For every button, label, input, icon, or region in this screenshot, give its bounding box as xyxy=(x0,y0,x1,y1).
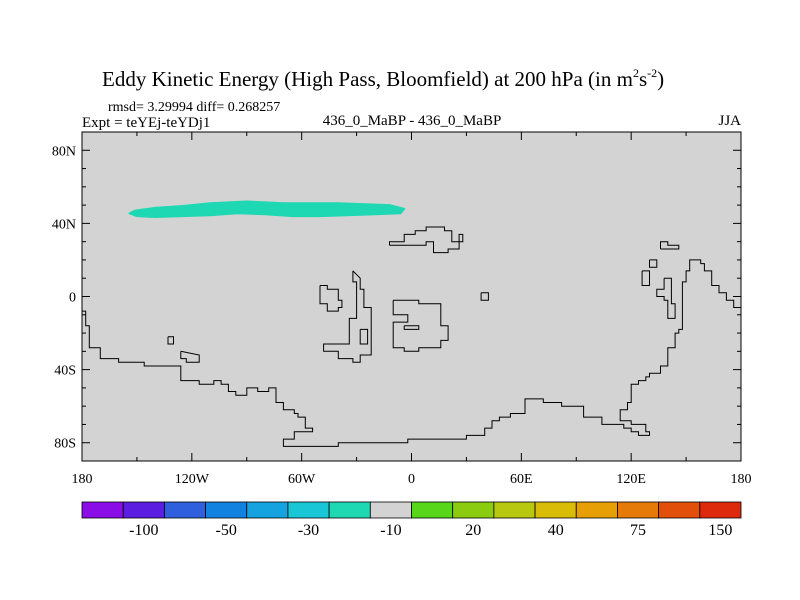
colorbar-swatch-9 xyxy=(452,501,495,519)
coastline-3 xyxy=(319,285,343,312)
expt-label: Expt = teYEj-teYDj1 xyxy=(82,115,210,131)
x-tick-label-4: 60E xyxy=(510,472,533,487)
coastline-5 xyxy=(359,328,369,345)
colorbar-swatch-8 xyxy=(411,501,454,519)
x-tick-label-6: 180 xyxy=(731,472,752,487)
anomaly-region-0 xyxy=(128,200,406,218)
colorbar-swatch-1 xyxy=(122,501,165,519)
colorbar-swatch-15 xyxy=(699,501,742,519)
coastline-8 xyxy=(389,226,464,254)
coastline-4 xyxy=(323,270,372,363)
coastline-13 xyxy=(660,241,680,250)
colorbar-swatch-6 xyxy=(328,501,371,519)
colorbar-label-5: 40 xyxy=(548,522,564,539)
colorbar-swatch-0 xyxy=(81,501,124,519)
x-tick-labels: 180 120W 60W 0 60E 120E 180 xyxy=(72,472,752,487)
colorbar-swatch-11 xyxy=(534,501,577,519)
title-m-exponent: 2 xyxy=(633,66,639,80)
colorbar-swatch-7 xyxy=(369,501,412,519)
y-tick-label-3: 40S xyxy=(54,364,76,379)
y-tick-label-2: 0 xyxy=(69,291,76,306)
coastline-1 xyxy=(167,336,174,345)
colorbar-label-2: -30 xyxy=(298,522,319,539)
colorbar-swatch-5 xyxy=(287,501,330,519)
coastline-9 xyxy=(480,292,489,301)
coastline-7 xyxy=(403,325,420,330)
colorbar-swatch-13 xyxy=(617,501,660,519)
colorbar-label-1: -50 xyxy=(216,522,237,539)
y-tick-label-1: 40N xyxy=(52,217,76,232)
y-tick-label-4: 80S xyxy=(54,437,76,452)
colorbar-swatch-14 xyxy=(658,501,701,519)
colorbar-swatch-10 xyxy=(493,501,536,519)
plot-background xyxy=(82,132,741,461)
colorbar-label-6: 75 xyxy=(630,522,646,539)
colorbar-label-3: -10 xyxy=(380,522,401,539)
center-label: 436_0_MaBP - 436_0_MaBP xyxy=(323,113,502,129)
y-tick-labels: 80N 40N 0 40S 80S xyxy=(52,144,76,451)
coastline-11 xyxy=(649,259,658,268)
anomaly-regions xyxy=(128,200,406,218)
axis-ticks xyxy=(81,131,742,462)
coastline-12 xyxy=(656,277,676,319)
chart-title: Eddy Kinetic Energy (High Pass, Bloomfie… xyxy=(102,66,664,91)
coastlines xyxy=(82,226,741,447)
coastline-6 xyxy=(392,299,449,352)
coastline-10 xyxy=(641,270,650,286)
y-tick-label-0: 80N xyxy=(52,144,76,159)
stats-label: rmsd= 3.29994 diff= 0.268257 xyxy=(108,100,280,115)
colorbar-swatch-2 xyxy=(163,501,206,519)
title-close-paren: ) xyxy=(657,67,664,91)
title-s-unit: s xyxy=(639,67,647,91)
colorbar-labels: -100 -50 -30 -10 20 40 75 150 xyxy=(129,522,732,539)
colorbar-label-4: 20 xyxy=(465,522,481,539)
colorbar-swatch-3 xyxy=(205,501,248,519)
colorbar-swatch-4 xyxy=(246,501,289,519)
x-tick-label-3: 0 xyxy=(408,472,415,487)
title-s-exponent: -2 xyxy=(647,66,657,80)
colorbar xyxy=(81,501,742,519)
colorbar-label-7: 150 xyxy=(708,522,732,539)
chart-title-text: Eddy Kinetic Energy (High Pass, Bloomfie… xyxy=(102,67,633,91)
coastline-0 xyxy=(82,259,741,447)
x-tick-label-1: 120W xyxy=(175,472,210,487)
x-tick-label-5: 120E xyxy=(616,472,646,487)
season-label: JJA xyxy=(718,113,741,129)
coastline-2 xyxy=(180,350,200,363)
colorbar-swatch-12 xyxy=(575,501,618,519)
x-tick-label-2: 60W xyxy=(288,472,316,487)
x-tick-label-0: 180 xyxy=(72,472,93,487)
colorbar-label-0: -100 xyxy=(129,522,158,539)
